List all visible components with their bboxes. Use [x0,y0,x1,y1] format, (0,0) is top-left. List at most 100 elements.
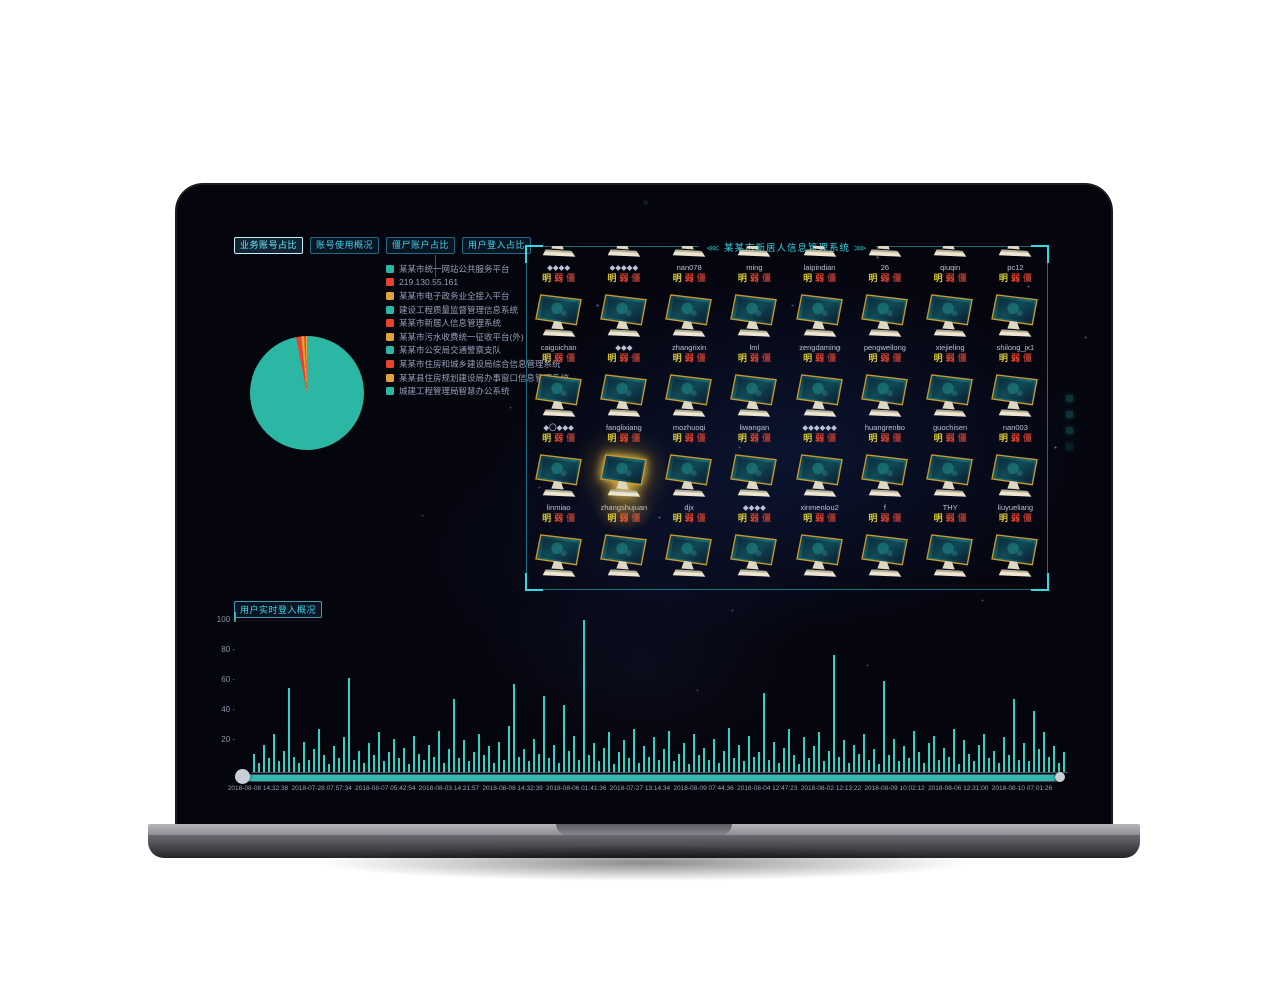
account-tags: 明弱僵 [542,273,575,284]
account-tags: 明弱僵 [738,513,771,524]
user-cell[interactable]: huangrenbo 明弱僵 [852,374,917,454]
legend-item[interactable]: 某某市统一网站公共服务平台 [386,262,569,276]
user-cell[interactable]: caiguichan 明弱僵 [526,294,591,374]
pie-legend: 某某市统一网站公共服务平台 219.130.55.161 某某市电子政务业全接入平台… [386,262,569,398]
username-label: qiuqin [940,263,961,272]
user-cell[interactable] [657,534,722,590]
user-cell[interactable] [526,534,591,590]
bar [423,760,425,772]
user-cell[interactable]: qiuqin 明弱僵 [918,246,983,294]
account-tag: 僵 [892,273,902,283]
monitor-icon [730,454,778,497]
account-tag: 明 [933,433,943,443]
bar [883,681,885,772]
user-cell[interactable]: ◆◆◆◆ 明弱僵 [526,246,591,294]
bar [563,705,565,772]
user-cell[interactable]: 26 明弱僵 [852,246,917,294]
x-tick-label: 2018-08-09 07:44:36 [673,785,734,792]
account-tags: 明弱僵 [999,513,1032,524]
legend-item[interactable]: 某某市公安局交通警察支队 [386,344,569,358]
monitor-row: linmiao 明弱僵 zhangshujuan 明弱僵 [526,454,1048,534]
account-tag: 弱 [815,273,825,283]
tab-1[interactable]: 业务账号占比 [234,237,304,254]
legend-item[interactable]: 城建工程管理局智慧办公系统 [386,384,569,398]
user-cell[interactable]: ◆◆◆◆ 明弱僵 [722,454,787,534]
bar [803,737,805,772]
legend-item[interactable]: 某某市新居人信息管理系统 [386,316,569,330]
legend-item[interactable]: 某某市污水收费统一征收平台(外) [386,330,569,344]
username-label: huangrenbo [864,423,905,432]
user-cell[interactable]: zhangshujuan 明弱僵 [591,454,656,534]
user-cell[interactable] [591,534,656,590]
user-cell[interactable]: zengdaming 明弱僵 [787,294,852,374]
panel-title-text: 某某市新居人信息管理系统 [723,243,851,254]
datazoom-right-handle[interactable] [1055,772,1065,782]
monitor-icon [534,454,582,497]
user-cell[interactable] [722,534,787,590]
bar [763,693,765,772]
user-cell[interactable]: ◆〇◆◆◆ 明弱僵 [526,374,591,454]
user-cell[interactable]: xiejieling 明弱僵 [918,294,983,374]
datazoom-left-handle[interactable] [235,769,250,784]
user-cell[interactable]: mozhuoqi 明弱僵 [657,374,722,454]
user-cell[interactable]: liwangan 明弱僵 [722,374,787,454]
username-label: nan078 [676,263,702,272]
pie-chart[interactable] [250,336,364,450]
user-cell[interactable] [852,534,917,590]
monitor-icon [991,454,1039,497]
username-label: ◆◆◆ [615,343,633,352]
tab-4[interactable]: 用户登入占比 [462,237,532,254]
bar [473,752,475,772]
user-cell[interactable] [918,534,983,590]
user-cell[interactable]: ◆◆◆◆◆ 明弱僵 [591,246,656,294]
bar [278,761,280,772]
bar [808,758,810,772]
datazoom-slider[interactable] [240,774,1064,782]
user-cell[interactable]: shilong_jx1 明弱僵 [983,294,1048,374]
bar [453,699,455,772]
tab-3[interactable]: 僵尸账户占比 [386,237,456,254]
user-cell[interactable]: xinmenlou2 明弱僵 [787,454,852,534]
bar [868,760,870,772]
bar [958,764,960,772]
legend-item[interactable]: 某某市电子政务业全接入平台 [386,289,569,303]
user-cell[interactable]: nan078 明弱僵 [657,246,722,294]
user-cell[interactable]: ◆◆◆ 明弱僵 [591,294,656,374]
legend-item[interactable]: 219.130.55.161 [386,276,569,290]
legend-swatch-icon [386,305,394,314]
user-cell[interactable]: ◆◆◆◆◆◆ 明弱僵 [787,374,852,454]
user-cell[interactable]: pengweilong 明弱僵 [852,294,917,374]
bar [418,754,420,772]
bar [908,758,910,772]
x-tick-label: 2018-08-03 14:21:57 [418,785,480,792]
user-cell[interactable]: zhangrixin 明弱僵 [657,294,722,374]
user-cell[interactable]: THY 明弱僵 [918,454,983,534]
username-label: pc12 [1007,263,1024,272]
tab-2[interactable]: 账号使用概况 [310,237,380,254]
user-cell[interactable]: lml 明弱僵 [722,294,787,374]
bar [323,755,325,772]
y-tick-label: 100 - [216,615,235,624]
bar [603,748,605,772]
user-cell[interactable]: guochisen 明弱僵 [918,374,983,454]
login-bar-chart[interactable] [252,620,1068,773]
account-tags: 明弱僵 [673,513,706,524]
legend-item[interactable]: 某某市住房和城乡建设局综合信息管理系统 [386,357,569,371]
user-cell[interactable]: nan003 明弱僵 [983,374,1048,454]
user-cell[interactable]: laipindian 明弱僵 [787,246,852,294]
bar [1003,737,1005,772]
user-cell[interactable]: linmiao 明弱僵 [526,454,591,534]
user-cell[interactable] [983,534,1048,590]
x-tick-label: 2018-08-08 14:32:38 [227,785,289,792]
user-cell[interactable]: pc12 明弱僵 [983,246,1048,294]
user-cell[interactable]: fanglixiang 明弱僵 [591,374,656,454]
user-cell[interactable]: ming 明弱僵 [722,246,787,294]
account-tag: 弱 [945,353,955,363]
user-cell[interactable] [787,534,852,590]
account-tag: 明 [998,513,1008,523]
legend-item[interactable]: 某某县住房规划建设局办事窗口信息管理系统 [386,371,569,385]
legend-item[interactable]: 建设工程质量监督管理信息系统 [386,303,569,317]
user-cell[interactable]: djx 明弱僵 [657,454,722,534]
user-cell[interactable]: liuyueliang 明弱僵 [983,454,1048,534]
